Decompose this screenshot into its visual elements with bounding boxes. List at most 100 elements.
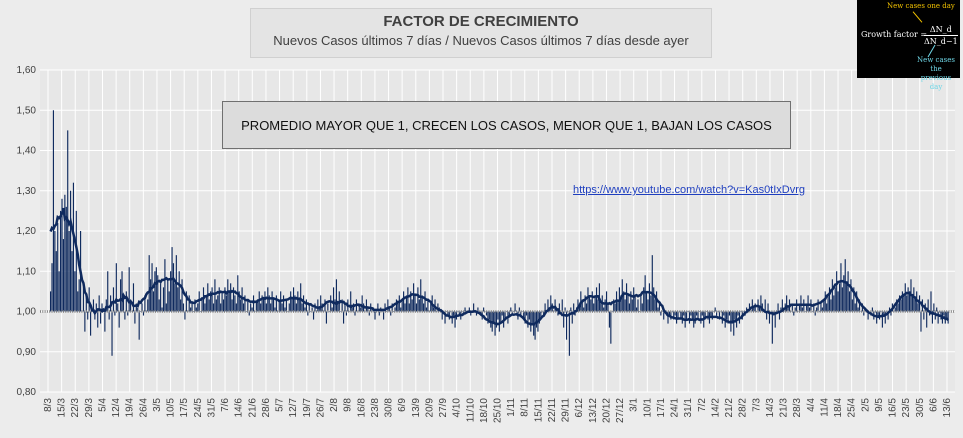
bar bbox=[647, 299, 649, 312]
bar bbox=[248, 311, 250, 316]
x-tick-label: 9/8 bbox=[343, 398, 354, 412]
bar bbox=[292, 287, 295, 312]
bar bbox=[787, 307, 789, 312]
bar bbox=[920, 311, 922, 332]
x-tick-label: 28/6 bbox=[261, 398, 272, 418]
formula-numerator: ΔN_d bbox=[924, 24, 958, 36]
bar bbox=[77, 291, 79, 312]
bar bbox=[232, 287, 235, 312]
bar bbox=[405, 295, 408, 312]
bar bbox=[726, 311, 728, 320]
formula-top-label: New cases one day bbox=[887, 2, 955, 10]
x-tick-label: 26/7 bbox=[315, 398, 326, 418]
bar bbox=[417, 287, 419, 312]
bar bbox=[853, 287, 855, 312]
x-tick-label: 29/3 bbox=[84, 398, 95, 418]
bar bbox=[155, 267, 157, 312]
bar bbox=[653, 287, 655, 312]
bar bbox=[221, 291, 223, 312]
bar bbox=[107, 271, 109, 312]
bar bbox=[181, 279, 183, 312]
bar bbox=[458, 311, 460, 316]
bar bbox=[84, 311, 86, 332]
bar bbox=[663, 311, 665, 320]
bar bbox=[331, 307, 333, 312]
bar bbox=[242, 303, 245, 312]
bar bbox=[260, 303, 262, 312]
bar bbox=[383, 311, 385, 320]
bar bbox=[310, 311, 312, 312]
x-tick-label: 24/1 bbox=[670, 398, 681, 418]
x-tick-label: 19/7 bbox=[302, 398, 313, 418]
bar bbox=[631, 299, 633, 312]
x-tick-label: 24/5 bbox=[193, 398, 204, 418]
bar bbox=[806, 303, 808, 312]
bar bbox=[102, 311, 105, 312]
x-tick-label: 30/5 bbox=[915, 398, 926, 418]
bar bbox=[450, 311, 452, 312]
bar bbox=[850, 279, 852, 312]
bar bbox=[907, 287, 909, 312]
bar bbox=[603, 307, 605, 312]
x-tick-label: 16/8 bbox=[356, 398, 367, 418]
bar bbox=[521, 311, 523, 312]
x-tick-label: 9/5 bbox=[874, 398, 885, 412]
x-tick-label: 2/5 bbox=[860, 398, 871, 412]
bar bbox=[654, 299, 656, 312]
bar bbox=[817, 299, 819, 312]
bar bbox=[854, 303, 856, 312]
bar bbox=[404, 303, 406, 312]
bar bbox=[890, 311, 892, 316]
bar bbox=[423, 303, 425, 312]
bar bbox=[135, 303, 137, 312]
bar bbox=[234, 295, 236, 312]
bar bbox=[191, 303, 193, 312]
bar bbox=[484, 311, 486, 312]
bar bbox=[475, 311, 478, 316]
bar bbox=[691, 311, 693, 320]
bar bbox=[764, 299, 766, 312]
bar bbox=[856, 291, 858, 312]
bar bbox=[147, 299, 149, 312]
bar bbox=[238, 291, 240, 312]
bar bbox=[348, 311, 350, 312]
bar bbox=[894, 307, 896, 312]
bar bbox=[142, 311, 145, 316]
bar bbox=[444, 311, 446, 324]
source-link[interactable]: https://www.youtube.com/watch?v=Kas0tIxD… bbox=[573, 184, 806, 196]
x-tick-label: 18/10 bbox=[479, 398, 490, 423]
x-tick-label: 19/4 bbox=[125, 398, 136, 418]
bar bbox=[302, 295, 305, 312]
bar bbox=[613, 299, 615, 312]
bar bbox=[661, 311, 663, 312]
bar bbox=[295, 303, 297, 312]
bar bbox=[97, 311, 99, 328]
bar bbox=[633, 287, 635, 312]
bar bbox=[748, 303, 751, 312]
x-tick-label: 23/5 bbox=[901, 398, 912, 418]
bar bbox=[161, 307, 163, 312]
bar bbox=[768, 311, 771, 324]
bar bbox=[217, 295, 219, 312]
chart-subtitle: Nuevos Casos últimos 7 días / Nuevos Cas… bbox=[273, 33, 689, 48]
bar bbox=[706, 311, 708, 312]
bar bbox=[906, 295, 908, 312]
bar bbox=[71, 251, 73, 312]
bar bbox=[122, 295, 125, 312]
bar bbox=[717, 311, 719, 312]
bar bbox=[860, 311, 862, 312]
y-tick-label: 1,30 bbox=[17, 186, 37, 197]
formula-fraction: ΔN_d ΔN_d−1 bbox=[924, 24, 958, 47]
bar bbox=[605, 291, 608, 312]
x-tick-label: 21/2 bbox=[724, 398, 735, 418]
bar bbox=[751, 299, 753, 312]
bar bbox=[180, 299, 182, 312]
bar bbox=[268, 295, 270, 312]
bar bbox=[828, 287, 831, 312]
bar bbox=[758, 307, 761, 312]
bar bbox=[117, 303, 119, 312]
bar bbox=[847, 271, 849, 312]
bar bbox=[628, 303, 630, 312]
bar bbox=[831, 279, 833, 312]
bar bbox=[530, 311, 532, 332]
